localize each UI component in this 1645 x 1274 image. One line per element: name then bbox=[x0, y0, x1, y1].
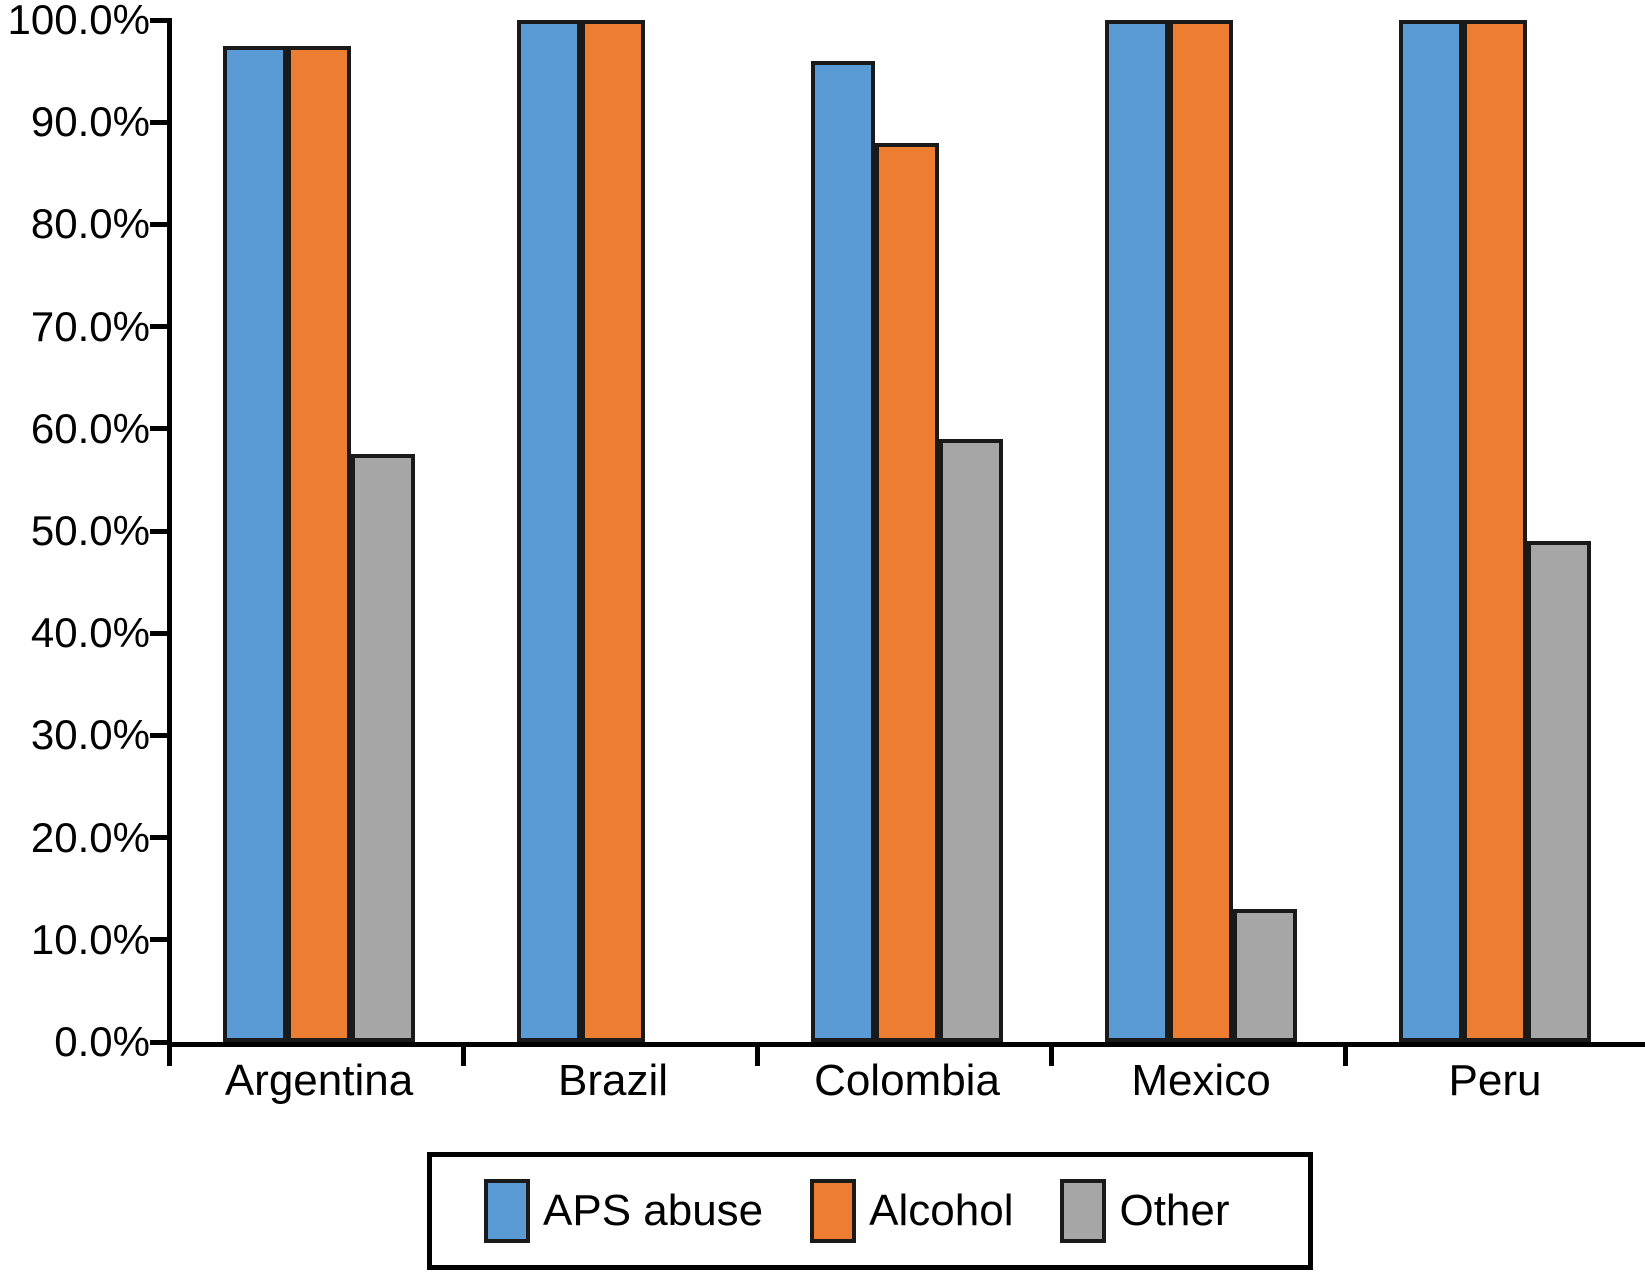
legend-label: Alcohol bbox=[869, 1186, 1014, 1235]
legend-swatch-alcohol bbox=[810, 1179, 857, 1243]
bar-alcohol-mexico bbox=[1169, 20, 1233, 1042]
bar-aps-abuse-argentina bbox=[223, 45, 287, 1042]
bar-aps-abuse-peru bbox=[1399, 20, 1463, 1042]
bar-alcohol-argentina bbox=[287, 45, 351, 1042]
y-tick-label: 20.0% bbox=[30, 813, 150, 861]
y-tick-label: 70.0% bbox=[30, 302, 150, 350]
bar-aps-abuse-brazil bbox=[517, 20, 581, 1042]
y-tick-label: 10.0% bbox=[30, 915, 150, 963]
legend-swatch-other bbox=[1060, 1179, 1107, 1243]
legend-label: Other bbox=[1119, 1186, 1230, 1235]
legend-item-alcohol: Alcohol bbox=[810, 1179, 1013, 1243]
y-tick-label: 0.0% bbox=[54, 1018, 150, 1065]
y-tick-label: 50.0% bbox=[30, 507, 150, 554]
x-category-label-colombia: Colombia bbox=[814, 1056, 1000, 1105]
x-category-label-peru: Peru bbox=[1448, 1056, 1542, 1105]
y-tick-label: 90.0% bbox=[30, 98, 150, 146]
y-tick-label: 60.0% bbox=[30, 404, 150, 452]
y-tick-mark bbox=[150, 1039, 172, 1045]
y-tick-label: 40.0% bbox=[30, 609, 150, 657]
x-tick-mark bbox=[167, 1047, 172, 1066]
plot-area bbox=[167, 20, 1645, 1047]
x-tick-mark bbox=[1343, 1047, 1348, 1066]
legend-item-other: Other bbox=[1060, 1179, 1230, 1243]
bar-alcohol-peru bbox=[1463, 20, 1527, 1042]
y-tick-mark bbox=[150, 732, 172, 738]
x-tick-mark bbox=[755, 1047, 760, 1066]
y-tick-label: 30.0% bbox=[30, 711, 150, 759]
x-category-label-argentina: Argentina bbox=[224, 1056, 414, 1105]
legend-item-aps-abuse: APS abuse bbox=[484, 1179, 763, 1243]
bar-other-colombia bbox=[939, 439, 1003, 1042]
legend-swatch-aps-abuse bbox=[484, 1179, 530, 1243]
y-tick-mark bbox=[150, 324, 172, 330]
y-tick-mark bbox=[150, 937, 172, 943]
y-tick-mark bbox=[150, 119, 172, 125]
x-tick-mark bbox=[461, 1047, 466, 1066]
y-tick-label: 100.0% bbox=[7, 0, 150, 43]
y-tick-mark bbox=[150, 528, 172, 534]
bar-aps-abuse-mexico bbox=[1105, 20, 1169, 1042]
y-tick-mark bbox=[150, 17, 172, 23]
bar-other-argentina bbox=[351, 454, 415, 1042]
legend: APS abuse Alcohol Other bbox=[427, 1152, 1313, 1270]
y-tick-mark bbox=[150, 221, 172, 227]
legend-label: APS abuse bbox=[543, 1186, 764, 1235]
x-tick-mark bbox=[1049, 1047, 1054, 1066]
bar-other-mexico bbox=[1233, 909, 1297, 1042]
bar-alcohol-brazil bbox=[581, 20, 645, 1042]
bar-aps-abuse-colombia bbox=[811, 60, 875, 1042]
x-category-label-brazil: Brazil bbox=[557, 1056, 669, 1105]
y-tick-mark bbox=[150, 835, 172, 841]
y-tick-label: 80.0% bbox=[30, 200, 150, 248]
y-tick-mark bbox=[150, 630, 172, 636]
bar-other-peru bbox=[1527, 541, 1591, 1042]
bar-alcohol-colombia bbox=[875, 142, 939, 1042]
x-category-label-mexico: Mexico bbox=[1131, 1056, 1271, 1105]
y-tick-mark bbox=[150, 426, 172, 432]
